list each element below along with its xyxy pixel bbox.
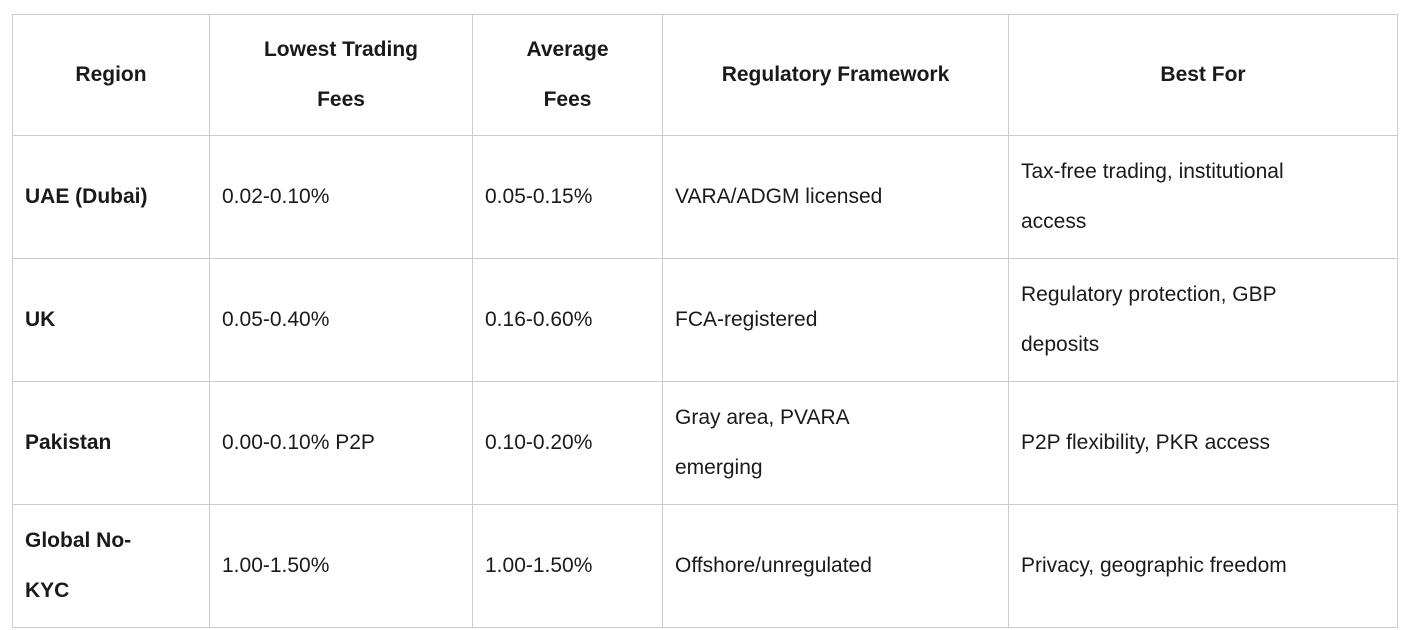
cell-average-fees: 0.05-0.15% xyxy=(472,135,663,259)
cell-lowest-fees: 0.00-0.10% P2P xyxy=(209,381,473,505)
cell-best-for: Regulatory protection, GBP deposits xyxy=(1008,258,1398,382)
header-average-fees: Average Fees xyxy=(472,14,663,136)
header-best-for: Best For xyxy=(1008,14,1398,136)
table-row-pakistan: Pakistan 0.00-0.10% P2P 0.10-0.20% Gray … xyxy=(12,381,1398,505)
header-row: Region Lowest Trading Fees Average Fees … xyxy=(12,14,1398,136)
table-row-uk: UK 0.05-0.40% 0.16-0.60% FCA-registered … xyxy=(12,258,1398,382)
cell-region: Pakistan xyxy=(12,381,210,505)
cell-average-fees: 1.00-1.50% xyxy=(472,504,663,628)
cell-lowest-fees: 0.05-0.40% xyxy=(209,258,473,382)
cell-regulatory: Offshore/unregulated xyxy=(662,504,1009,628)
cell-region: Global No- KYC xyxy=(12,504,210,628)
cell-region: UAE (Dubai) xyxy=(12,135,210,259)
header-region: Region xyxy=(12,14,210,136)
cell-best-for: Privacy, geographic freedom xyxy=(1008,504,1398,628)
cell-best-for: P2P flexibility, PKR access xyxy=(1008,381,1398,505)
cell-regulatory: VARA/ADGM licensed xyxy=(662,135,1009,259)
regional-crypto-fees-table: Region Lowest Trading Fees Average Fees … xyxy=(12,14,1398,628)
table-row-global-no-kyc: Global No- KYC 1.00-1.50% 1.00-1.50% Off… xyxy=(12,504,1398,628)
cell-regulatory: Gray area, PVARA emerging xyxy=(662,381,1009,505)
cell-lowest-fees: 0.02-0.10% xyxy=(209,135,473,259)
header-regulatory-framework: Regulatory Framework xyxy=(662,14,1009,136)
cell-average-fees: 0.10-0.20% xyxy=(472,381,663,505)
cell-regulatory: FCA-registered xyxy=(662,258,1009,382)
header-lowest-trading-fees: Lowest Trading Fees xyxy=(209,14,473,136)
cell-region: UK xyxy=(12,258,210,382)
cell-best-for: Tax-free trading, institutional access xyxy=(1008,135,1398,259)
table-row-uae: UAE (Dubai) 0.02-0.10% 0.05-0.15% VARA/A… xyxy=(12,135,1398,259)
cell-lowest-fees: 1.00-1.50% xyxy=(209,504,473,628)
cell-average-fees: 0.16-0.60% xyxy=(472,258,663,382)
